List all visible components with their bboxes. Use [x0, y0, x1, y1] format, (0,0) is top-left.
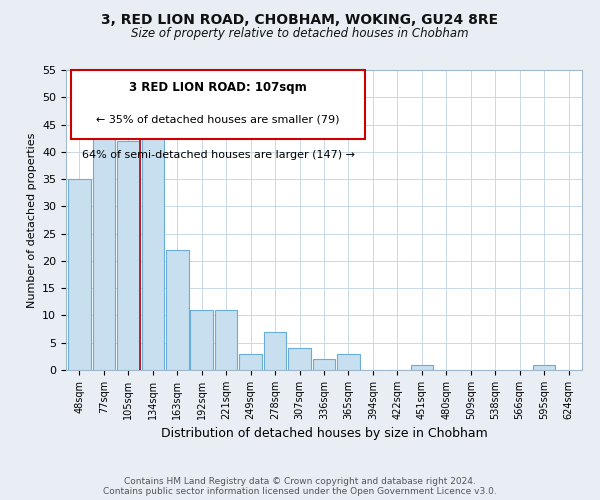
Bar — [166, 250, 188, 370]
Bar — [68, 179, 91, 370]
Bar — [533, 364, 556, 370]
Bar — [190, 310, 213, 370]
Bar — [142, 136, 164, 370]
Text: 3, RED LION ROAD, CHOBHAM, WOKING, GU24 8RE: 3, RED LION ROAD, CHOBHAM, WOKING, GU24 … — [101, 12, 499, 26]
Bar — [92, 136, 115, 370]
FancyBboxPatch shape — [71, 70, 365, 139]
Text: Contains HM Land Registry data © Crown copyright and database right 2024.: Contains HM Land Registry data © Crown c… — [124, 477, 476, 486]
X-axis label: Distribution of detached houses by size in Chobham: Distribution of detached houses by size … — [161, 428, 487, 440]
Bar — [239, 354, 262, 370]
Bar — [215, 310, 238, 370]
Bar — [337, 354, 360, 370]
Bar — [313, 359, 335, 370]
Y-axis label: Number of detached properties: Number of detached properties — [26, 132, 37, 308]
Bar — [117, 141, 140, 370]
Text: 64% of semi-detached houses are larger (147) →: 64% of semi-detached houses are larger (… — [82, 150, 355, 160]
Text: Contains public sector information licensed under the Open Government Licence v3: Contains public sector information licen… — [103, 487, 497, 496]
Bar — [288, 348, 311, 370]
Text: Size of property relative to detached houses in Chobham: Size of property relative to detached ho… — [131, 28, 469, 40]
Text: ← 35% of detached houses are smaller (79): ← 35% of detached houses are smaller (79… — [97, 115, 340, 125]
Text: 3 RED LION ROAD: 107sqm: 3 RED LION ROAD: 107sqm — [130, 80, 307, 94]
Bar — [410, 364, 433, 370]
Bar — [264, 332, 286, 370]
